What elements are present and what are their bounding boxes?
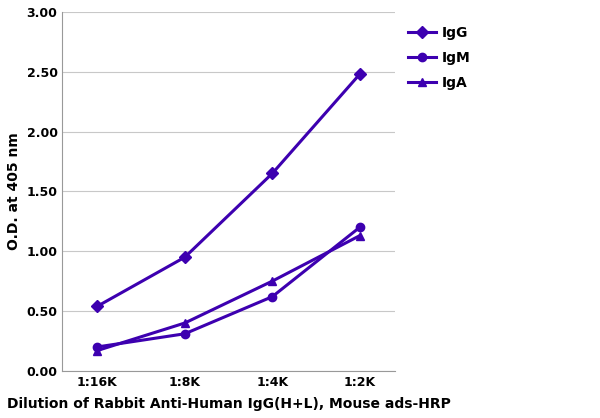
IgG — [356, 71, 364, 76]
Line: IgM: IgM — [93, 223, 364, 351]
Legend: IgG, IgM, IgA: IgG, IgM, IgA — [409, 26, 470, 90]
IgM — [269, 294, 276, 299]
IgM — [94, 344, 101, 349]
IgG — [269, 171, 276, 176]
Y-axis label: O.D. at 405 nm: O.D. at 405 nm — [7, 133, 21, 250]
IgA — [356, 233, 364, 238]
IgG — [181, 255, 188, 260]
Line: IgA: IgA — [93, 232, 364, 355]
IgA — [269, 279, 276, 284]
X-axis label: Dilution of Rabbit Anti-Human IgG(H+L), Mouse ads-HRP: Dilution of Rabbit Anti-Human IgG(H+L), … — [7, 397, 451, 411]
IgG — [94, 304, 101, 309]
IgM — [356, 225, 364, 230]
Line: IgG: IgG — [93, 70, 364, 311]
IgA — [94, 348, 101, 353]
IgA — [181, 321, 188, 326]
IgM — [181, 331, 188, 336]
